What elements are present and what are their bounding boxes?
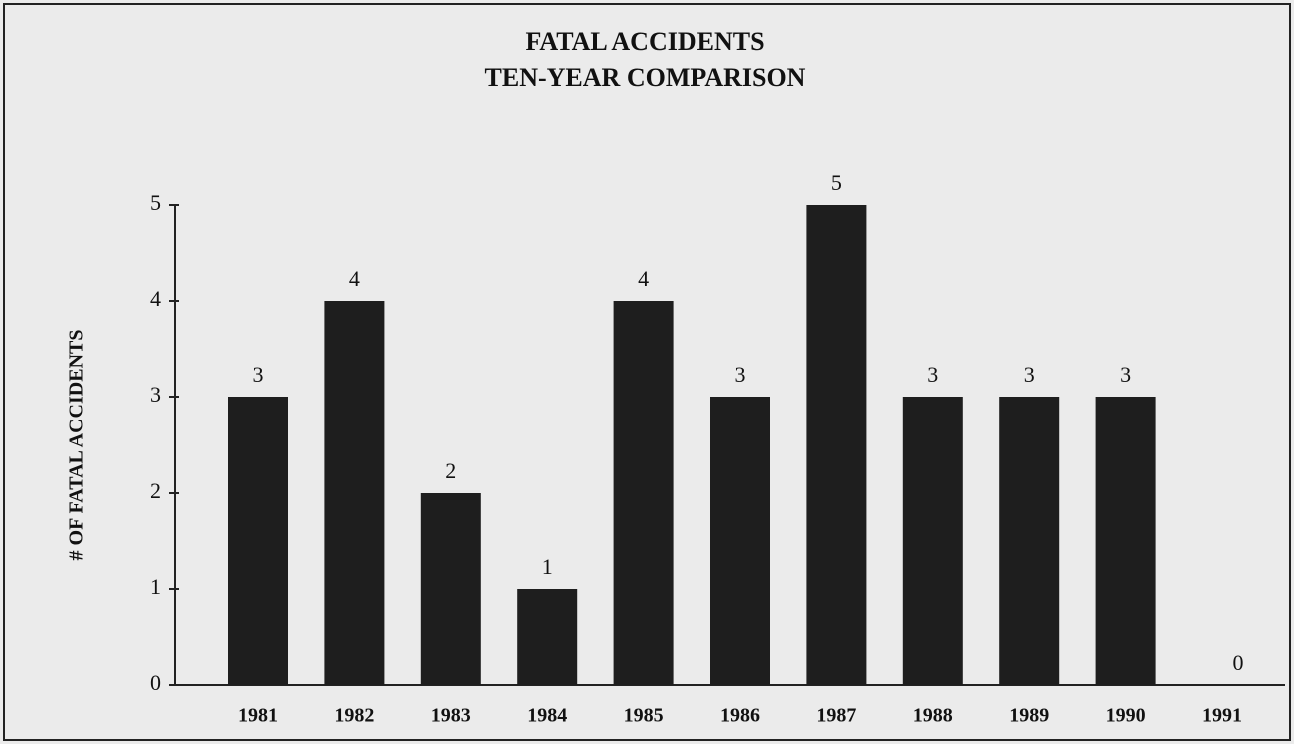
x-tick-label: 1982 [334,705,374,727]
x-tick-label: 1986 [720,705,760,727]
y-tick-label: 1 [150,574,161,599]
y-axis-label: # OF FATAL ACCIDENTS [66,330,88,561]
bar [710,397,770,685]
bar [999,397,1060,685]
bar [613,301,674,685]
bar [517,589,578,685]
y-tick-label: 4 [150,286,161,311]
bar [420,493,481,685]
value-label: 5 [831,170,842,195]
bar [1095,397,1156,685]
chart-title: FATAL ACCIDENTS [525,27,764,56]
value-label: 3 [927,362,938,387]
x-tick-label: 1985 [624,705,664,727]
bar [228,397,288,685]
x-tick-label: 1988 [913,705,953,727]
value-label: 3 [735,362,746,387]
y-tick-label: 5 [150,190,161,215]
x-tick-label: 1991 [1202,705,1242,727]
value-label: 0 [1233,650,1244,675]
bar [806,205,867,685]
y-tick-label: 2 [150,478,161,503]
value-label: 3 [253,362,264,387]
value-label: 1 [542,554,553,579]
bar [902,397,963,685]
x-tick-label: 1990 [1106,705,1146,727]
value-label: 3 [1024,362,1035,387]
bar [324,301,385,685]
value-label: 3 [1120,362,1131,387]
x-tick-label: 1984 [527,705,567,727]
x-tick-label: 1983 [431,705,471,727]
y-tick-label: 0 [150,670,161,695]
x-tick-label: 1981 [238,705,278,727]
chart-subtitle: TEN-YEAR COMPARISON [485,63,806,92]
value-label: 4 [638,266,649,291]
value-label: 2 [445,458,456,483]
y-tick-label: 3 [150,382,161,407]
x-tick-label: 1987 [816,705,856,727]
value-label: 4 [349,266,360,291]
x-tick-label: 1989 [1009,705,1049,727]
